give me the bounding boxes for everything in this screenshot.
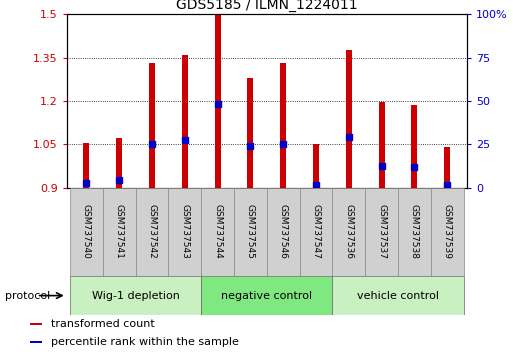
Bar (201, 276, 332, 315)
Bar (365, 188, 398, 276)
Bar (444, 147, 450, 188)
Point (279, 141, 287, 147)
Bar (267, 188, 300, 276)
Bar (70, 276, 201, 315)
Point (115, 178, 123, 183)
Bar (313, 144, 319, 188)
Text: transformed count: transformed count (51, 319, 155, 329)
Bar (398, 188, 431, 276)
Text: Wig-1 depletion: Wig-1 depletion (92, 291, 180, 301)
Point (345, 134, 353, 140)
Bar (70, 188, 103, 276)
Text: GSM737536: GSM737536 (344, 204, 353, 259)
Bar (214, 14, 221, 188)
Text: GSM737544: GSM737544 (213, 205, 222, 259)
Bar (84, 143, 89, 188)
Bar (411, 105, 417, 188)
Point (378, 163, 386, 169)
Point (181, 137, 189, 143)
Bar (280, 63, 286, 188)
Bar (247, 78, 253, 188)
Text: GSM737547: GSM737547 (311, 204, 321, 259)
Text: protocol: protocol (5, 291, 50, 301)
Bar (234, 188, 267, 276)
Text: GSM737540: GSM737540 (82, 204, 91, 259)
Bar (168, 188, 201, 276)
Bar (300, 188, 332, 276)
Point (246, 143, 254, 149)
Bar (30, 341, 42, 343)
Bar (149, 63, 155, 188)
Point (148, 141, 156, 147)
Bar (201, 188, 234, 276)
Text: GSM737537: GSM737537 (377, 204, 386, 259)
Text: GSM737542: GSM737542 (147, 205, 156, 259)
Point (213, 101, 222, 107)
Title: GDS5185 / ILMN_1224011: GDS5185 / ILMN_1224011 (176, 0, 358, 12)
Bar (346, 50, 352, 188)
Text: GSM737538: GSM737538 (410, 204, 419, 259)
Bar (182, 55, 188, 188)
Bar (332, 276, 464, 315)
Bar (431, 188, 464, 276)
Bar (30, 323, 42, 325)
Text: vehicle control: vehicle control (357, 291, 439, 301)
Point (443, 182, 451, 188)
Bar (103, 188, 135, 276)
Text: percentile rank within the sample: percentile rank within the sample (51, 337, 239, 347)
Bar (332, 188, 365, 276)
Point (410, 165, 419, 170)
Bar (116, 138, 122, 188)
Point (82, 181, 90, 186)
Bar (379, 102, 385, 188)
Text: GSM737543: GSM737543 (180, 204, 189, 259)
Bar (135, 188, 168, 276)
Text: GSM737541: GSM737541 (115, 204, 124, 259)
Text: GSM737539: GSM737539 (443, 204, 451, 259)
Text: GSM737546: GSM737546 (279, 204, 288, 259)
Text: GSM737545: GSM737545 (246, 204, 255, 259)
Point (312, 182, 320, 188)
Text: negative control: negative control (221, 291, 312, 301)
